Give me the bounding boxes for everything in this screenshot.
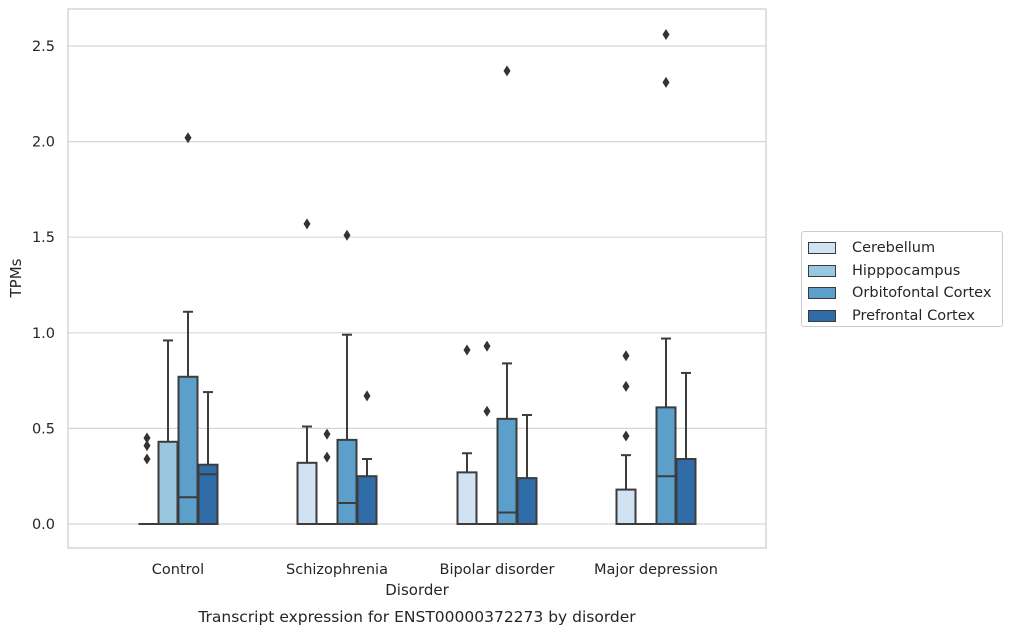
box bbox=[456, 344, 478, 526]
outlier-point bbox=[622, 350, 630, 362]
box bbox=[336, 229, 358, 526]
legend-label: Orbitofontal Cortex bbox=[852, 285, 992, 302]
outlier-point bbox=[622, 430, 630, 442]
y-tick-label: 0.5 bbox=[32, 421, 55, 437]
box bbox=[296, 218, 318, 526]
legend-label: Prefrontal Cortex bbox=[852, 307, 975, 324]
outlier-point bbox=[143, 440, 151, 452]
outlier-point bbox=[622, 380, 630, 392]
legend-item: Hipppocampus bbox=[808, 260, 1002, 283]
box-body bbox=[655, 406, 677, 526]
box-body bbox=[356, 475, 378, 526]
box bbox=[197, 391, 219, 525]
legend-swatch bbox=[808, 287, 836, 300]
y-tick-label: 1.5 bbox=[32, 230, 55, 246]
outlier-point bbox=[303, 218, 311, 230]
box bbox=[615, 350, 637, 526]
x-tick-label: Major depression bbox=[594, 562, 718, 578]
legend-label: Hipppocampus bbox=[852, 262, 961, 279]
box-body bbox=[456, 471, 478, 526]
outlier-point bbox=[662, 29, 670, 41]
legend-item: Orbitofontal Cortex bbox=[808, 282, 1002, 305]
y-axis-ticks: 0.0 0.5 1.0 1.5 2.0 2.5 bbox=[32, 39, 55, 533]
box bbox=[157, 339, 179, 525]
outlier-point bbox=[323, 428, 331, 440]
chart-caption: Transcript expression for ENST0000037227… bbox=[197, 608, 636, 626]
legend-item: Cerebellum bbox=[808, 237, 1002, 260]
box-body bbox=[197, 463, 219, 525]
box-body bbox=[336, 438, 358, 526]
legend-label: Cerebellum bbox=[852, 240, 936, 257]
box bbox=[655, 29, 677, 526]
x-axis-ticks: Control Schizophrenia Bipolar disorder Majo… bbox=[152, 562, 718, 578]
outlier-point bbox=[343, 229, 351, 241]
outlier-point bbox=[483, 405, 491, 417]
outlier-group bbox=[143, 432, 151, 465]
outlier-point bbox=[323, 451, 331, 463]
box bbox=[496, 65, 518, 525]
y-tick-label: 2.5 bbox=[32, 39, 55, 55]
x-tick-label: Control bbox=[152, 562, 204, 578]
outlier-point bbox=[662, 76, 670, 88]
box-body bbox=[157, 440, 179, 525]
box bbox=[516, 414, 538, 525]
outlier-point bbox=[143, 432, 151, 444]
box-body bbox=[516, 477, 538, 525]
outlier-point bbox=[184, 132, 192, 144]
y-tick-label: 0.0 bbox=[32, 517, 55, 533]
legend-item: Prefrontal Cortex bbox=[808, 305, 1002, 328]
box bbox=[356, 390, 378, 526]
y-axis-label: TPMs bbox=[7, 258, 25, 298]
outlier-point bbox=[483, 340, 491, 352]
box-body bbox=[496, 417, 518, 525]
x-tick-label: Schizophrenia bbox=[286, 562, 388, 578]
x-tick-label: Bipolar disorder bbox=[440, 562, 555, 578]
box-group bbox=[138, 29, 697, 526]
y-tick-label: 2.0 bbox=[32, 135, 55, 151]
outlier-point bbox=[503, 65, 511, 77]
legend-swatch bbox=[808, 264, 836, 277]
x-axis-label: Disorder bbox=[385, 581, 449, 599]
outlier-point bbox=[463, 344, 471, 356]
box bbox=[177, 132, 199, 525]
outlier-point bbox=[143, 453, 151, 465]
box bbox=[675, 371, 697, 526]
box bbox=[477, 340, 497, 525]
outlier-point bbox=[363, 390, 371, 402]
y-tick-label: 1.0 bbox=[32, 326, 55, 342]
box bbox=[317, 428, 337, 525]
box-body bbox=[675, 457, 697, 526]
legend-swatch bbox=[808, 309, 836, 322]
box-body bbox=[615, 488, 637, 526]
plot-frame bbox=[67, 8, 767, 549]
legend: Cerebellum Hipppocampus Orbitofontal Corte… bbox=[801, 231, 1003, 327]
box-body bbox=[296, 461, 318, 526]
box-body bbox=[177, 375, 199, 525]
legend-swatch bbox=[808, 242, 836, 255]
